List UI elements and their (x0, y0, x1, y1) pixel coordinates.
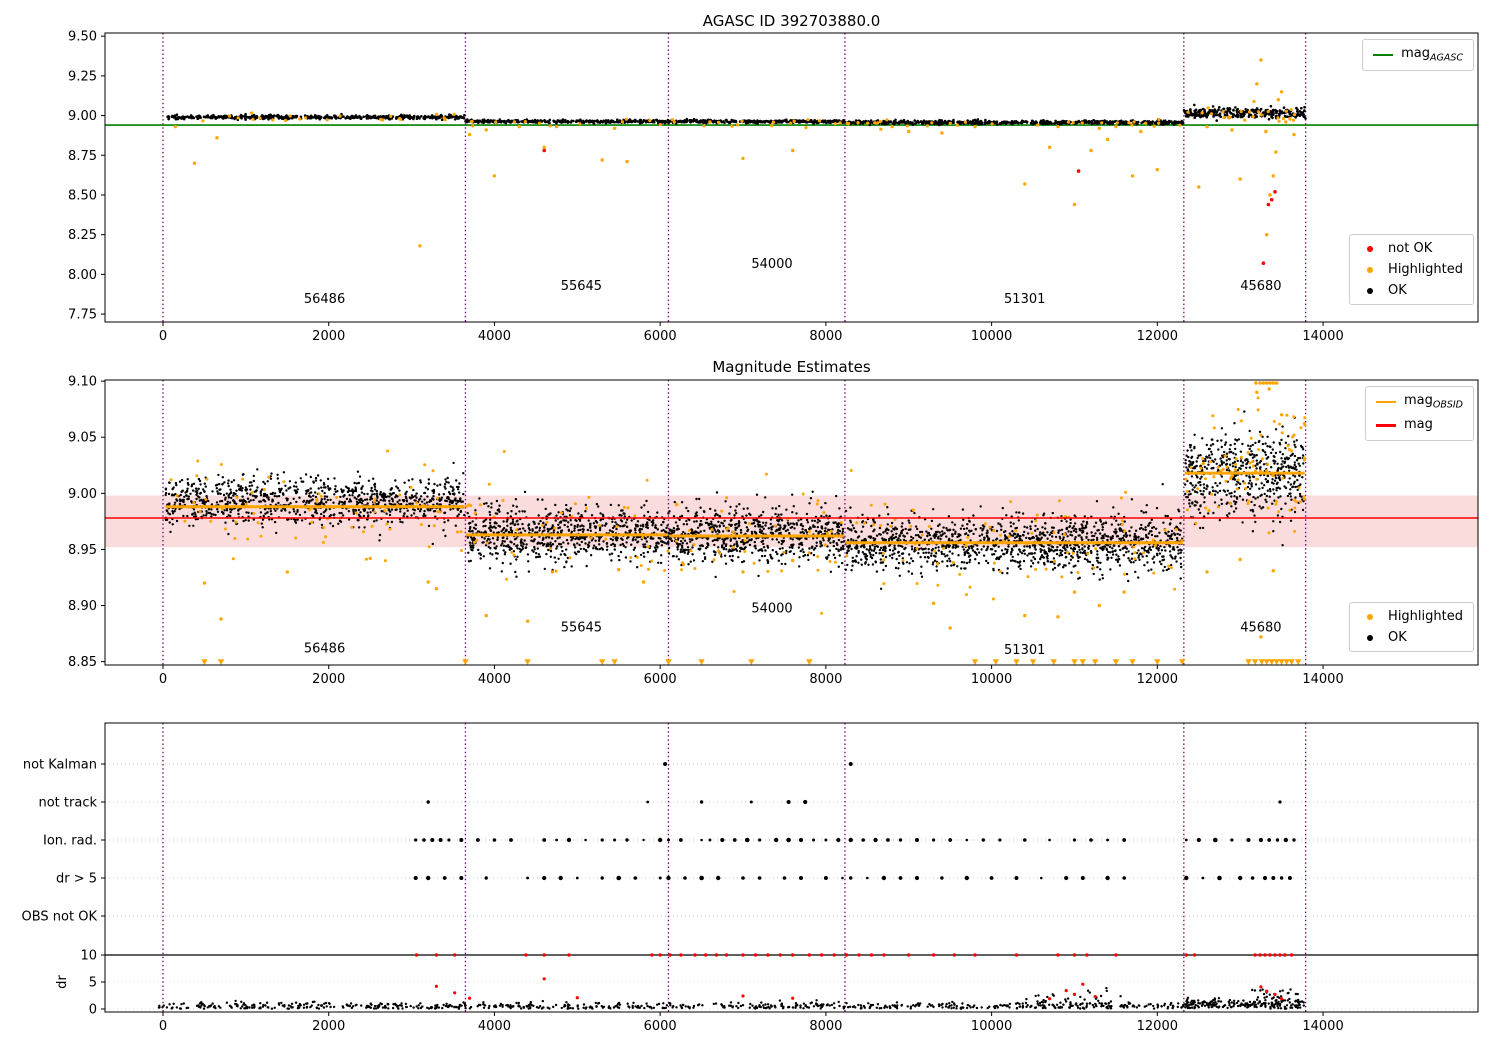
legend-row-highlighted: Highlighted (1360, 262, 1463, 277)
legend-row-mag: mag (1375, 416, 1463, 435)
plot2-marker-legend: Highlighted OK (1349, 602, 1474, 652)
svg-text:8000: 8000 (809, 329, 842, 344)
legend-row-highlighted-2: Highlighted (1360, 609, 1463, 624)
highlighted-label: Highlighted (1388, 262, 1463, 277)
svg-text:8.25: 8.25 (68, 228, 97, 243)
svg-text:10000: 10000 (971, 329, 1012, 344)
mag-agasc-label: magAGASC (1401, 46, 1463, 64)
legend-row-ok-2: OK (1360, 630, 1463, 645)
plot1-title: AGASC ID 392703880.0 (702, 12, 881, 30)
mag-obsid-label: magOBSID (1403, 393, 1463, 411)
svg-text:9.00: 9.00 (68, 109, 97, 124)
svg-text:55645: 55645 (561, 279, 602, 294)
plot2-line-legend: magOBSID mag (1364, 386, 1474, 442)
ok-marker-swatch (1367, 287, 1374, 294)
mag-label: mag (1403, 416, 1433, 432)
svg-text:51301: 51301 (1004, 292, 1045, 307)
highlighted-label-2: Highlighted (1388, 609, 1463, 624)
svg-text:9.25: 9.25 (68, 69, 97, 84)
ok-label: OK (1388, 283, 1407, 298)
legend-row-mag-agasc: magAGASC (1373, 46, 1463, 64)
plot2-title: Magnitude Estimates (712, 358, 871, 376)
svg-text:8.75: 8.75 (68, 149, 97, 164)
not-ok-label: not OK (1388, 241, 1433, 256)
mag-line-swatch (1375, 424, 1396, 427)
highlighted-marker-swatch (1367, 266, 1374, 273)
svg-text:8.50: 8.50 (68, 188, 97, 203)
ok-marker-swatch-2 (1367, 634, 1374, 641)
svg-text:8.00: 8.00 (68, 268, 97, 283)
ok-label-2: OK (1388, 630, 1407, 645)
svg-text:54000: 54000 (751, 257, 792, 272)
svg-text:14000: 14000 (1302, 329, 1343, 344)
svg-text:12000: 12000 (1137, 329, 1178, 344)
highlighted-marker-swatch-2 (1367, 613, 1374, 620)
plot1-marker-legend: not OK Highlighted OK (1349, 234, 1474, 305)
legend-row-not-ok: not OK (1360, 241, 1463, 256)
svg-text:7.75: 7.75 (68, 308, 97, 323)
not-ok-marker-swatch (1367, 245, 1374, 252)
svg-text:0: 0 (159, 329, 167, 344)
svg-text:2000: 2000 (312, 329, 345, 344)
svg-text:4000: 4000 (478, 329, 511, 344)
mag-obsid-line-swatch (1375, 400, 1396, 404)
legend-row-ok: OK (1360, 283, 1463, 298)
mag-agasc-line-swatch (1373, 53, 1394, 57)
svg-text:45680: 45680 (1240, 279, 1281, 294)
plot1-line-legend: magAGASC (1362, 39, 1474, 71)
legend-row-mag-obsid: magOBSID (1375, 393, 1463, 411)
svg-text:9.50: 9.50 (68, 30, 97, 45)
svg-text:6000: 6000 (644, 329, 677, 344)
svg-text:56486: 56486 (304, 292, 345, 307)
